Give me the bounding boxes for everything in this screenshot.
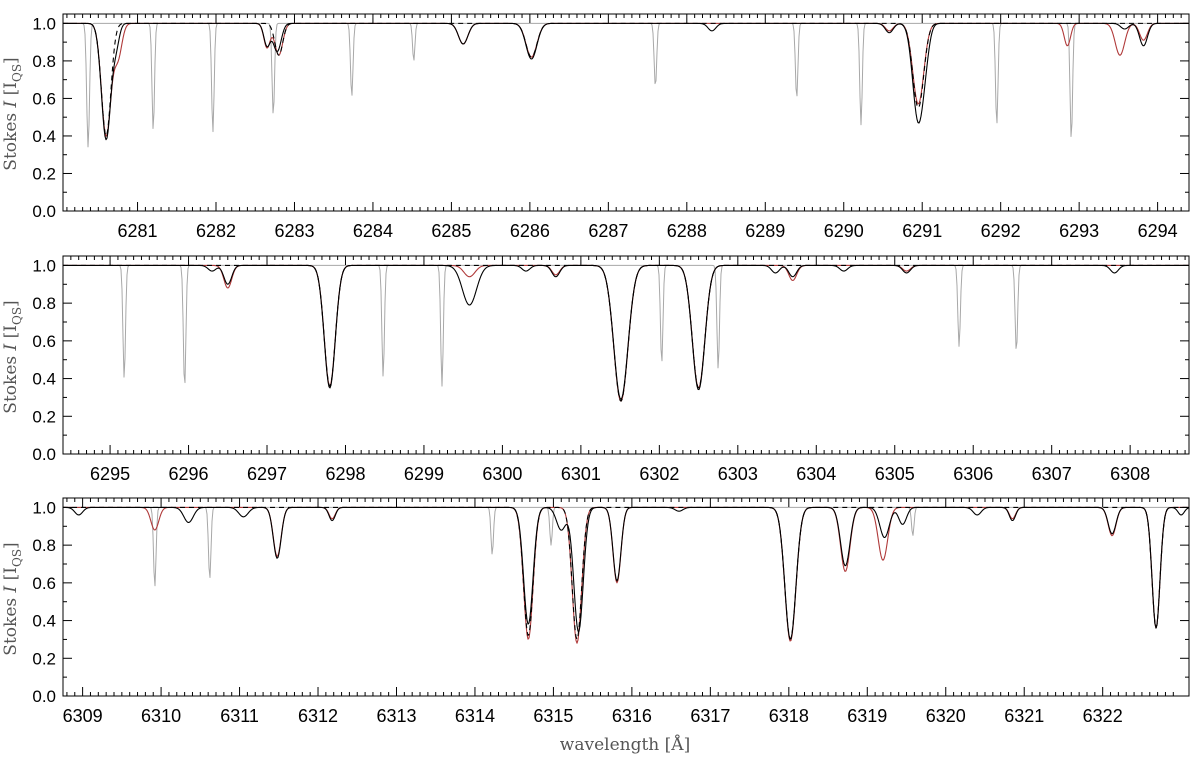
series-line-3 xyxy=(63,506,1189,640)
x-tick-label: 6310 xyxy=(141,706,181,726)
y-tick-label: 0.8 xyxy=(32,536,56,555)
y-tick-label: 0.4 xyxy=(32,127,56,146)
x-tick-label: 6305 xyxy=(875,464,915,484)
y-tick-label: 0.6 xyxy=(32,89,56,108)
series-line-3 xyxy=(63,264,1189,402)
x-tick-label: 6297 xyxy=(247,464,287,484)
x-tick-label: 6311 xyxy=(220,706,259,726)
y-tick-label: 0.2 xyxy=(32,407,56,426)
x-tick-label: 6320 xyxy=(926,706,966,726)
x-tick-label: 6312 xyxy=(298,706,338,726)
y-tick-label: 1.0 xyxy=(32,14,56,33)
plot-frame xyxy=(62,255,1190,455)
y-tick-label: 0.4 xyxy=(32,370,56,389)
x-tick-label: 6322 xyxy=(1083,706,1123,726)
y-axis-title-3: Stokes I [IQS] xyxy=(1,542,24,655)
y-tick-label: 0.8 xyxy=(32,52,56,71)
x-tick-label: 6293 xyxy=(1059,221,1099,241)
x-tick-label: 6285 xyxy=(431,221,471,241)
x-tick-label: 6313 xyxy=(376,706,416,726)
x-tick-label: 6289 xyxy=(745,221,785,241)
y-tick-label: 0.0 xyxy=(32,202,56,221)
svg-text:Stokes I [IQS]: Stokes I [IQS] xyxy=(1,57,24,170)
x-tick-label: 6301 xyxy=(561,464,601,484)
y-tick-label: 0.2 xyxy=(32,164,56,183)
series-line-3 xyxy=(63,22,1189,137)
y-axis-title-1: Stokes I [IQS] xyxy=(1,57,24,170)
x-tick-label: 6295 xyxy=(90,464,130,484)
x-tick-label: 6290 xyxy=(824,221,864,241)
svg-text:Stokes I [IQS]: Stokes I [IQS] xyxy=(1,300,24,413)
panel-1: 6281 6282 6283 6284 6285 6286 6287 6288 6289 6290… xyxy=(32,13,1190,241)
x-tick-label: 6317 xyxy=(690,706,730,726)
x-tick-label: 6292 xyxy=(981,221,1021,241)
series-line-1 xyxy=(63,22,1189,141)
x-tick-label: 6315 xyxy=(533,706,573,726)
x-tick-label: 6309 xyxy=(63,706,103,726)
x-tick-label: 6302 xyxy=(639,464,679,484)
x-tick-label: 6298 xyxy=(325,464,365,484)
series-line-1 xyxy=(63,264,1189,400)
x-tick-label: 6288 xyxy=(667,221,707,241)
x-tick-label: 6318 xyxy=(769,706,809,726)
x-tick-label: 6319 xyxy=(847,706,887,726)
x-tick-label: 6303 xyxy=(718,464,758,484)
y-tick-label: 0.6 xyxy=(32,574,56,593)
x-tick-label: 6307 xyxy=(1032,464,1072,484)
x-tick-label: 6281 xyxy=(118,221,158,241)
x-tick-label: 6316 xyxy=(612,706,652,726)
series-line-1 xyxy=(63,506,1189,640)
y-tick-label: 1.0 xyxy=(32,256,56,275)
series-line-4 xyxy=(63,22,1189,148)
x-tick-label: 6284 xyxy=(353,221,393,241)
y-tick-label: 0.0 xyxy=(32,445,56,464)
series-line-2 xyxy=(63,264,1189,402)
series-line-4 xyxy=(63,506,1189,587)
y-tick-label: 0.4 xyxy=(32,612,56,631)
x-tick-label: 6308 xyxy=(1110,464,1150,484)
svg-text:Stokes I [IQS]: Stokes I [IQS] xyxy=(1,542,24,655)
plot-frame xyxy=(62,497,1190,697)
y-tick-label: 0.6 xyxy=(32,332,56,351)
x-tick-label: 6282 xyxy=(196,221,236,241)
series-line-2 xyxy=(63,22,1189,137)
y-tick-label: 1.0 xyxy=(32,498,56,517)
x-tick-label: 6287 xyxy=(588,221,628,241)
y-tick-label: 0.8 xyxy=(32,294,56,313)
x-tick-label: 6294 xyxy=(1138,221,1178,241)
plot-frame xyxy=(62,13,1190,212)
x-tick-label: 6296 xyxy=(169,464,209,484)
x-tick-label: 6304 xyxy=(796,464,836,484)
x-tick-label: 6300 xyxy=(482,464,522,484)
series-line-2 xyxy=(63,506,1189,644)
panel-3: 6309 6310 6311 6312 6313 6314 6315 6316 6317 6318… xyxy=(32,497,1190,726)
y-tick-label: 0.0 xyxy=(32,687,56,706)
y-tick-label: 0.2 xyxy=(32,649,56,668)
x-tick-label: 6299 xyxy=(404,464,444,484)
x-axis-title: wavelength [Å] xyxy=(560,734,690,755)
x-tick-label: 6314 xyxy=(455,706,495,726)
x-tick-label: 6291 xyxy=(902,221,942,241)
x-tick-label: 6286 xyxy=(510,221,550,241)
x-tick-label: 6306 xyxy=(953,464,993,484)
x-tick-label: 6321 xyxy=(1004,706,1044,726)
panel-2: 6295 6296 6297 6298 6299 6300 6301 6302 6303 6304… xyxy=(32,255,1190,484)
x-tick-label: 6283 xyxy=(274,221,314,241)
y-axis-title-2: Stokes I [IQS] xyxy=(1,300,24,413)
